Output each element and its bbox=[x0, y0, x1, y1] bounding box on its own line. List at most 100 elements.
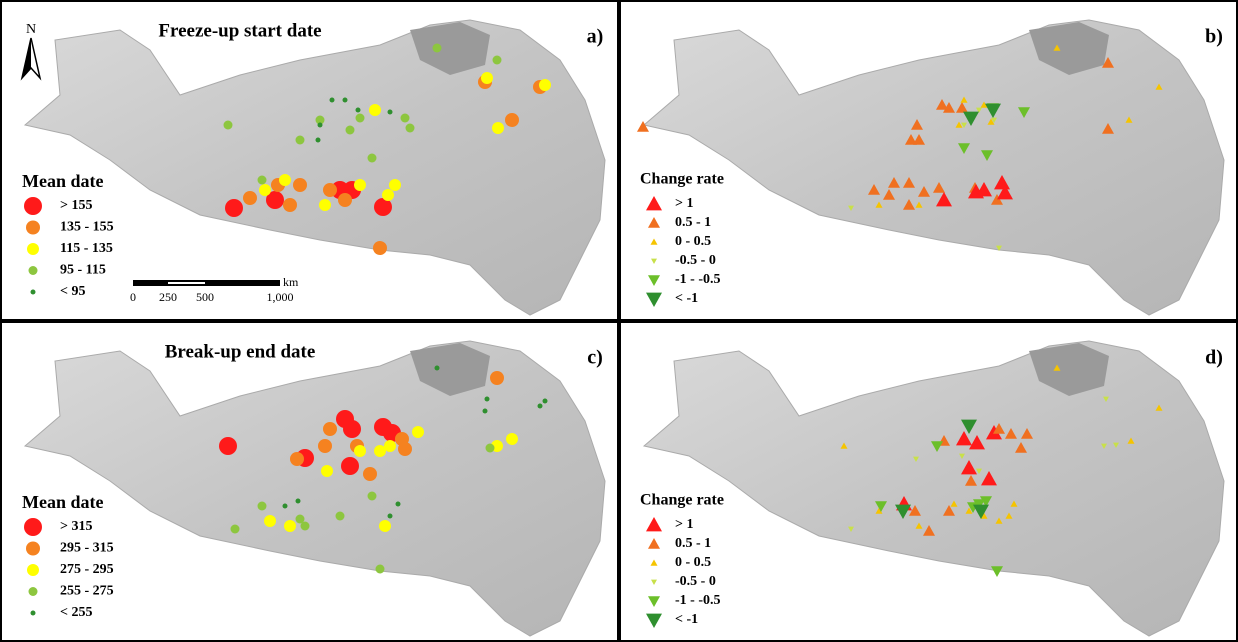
panel-label: b) bbox=[1205, 26, 1223, 48]
lake-marker bbox=[296, 499, 301, 504]
lake-marker bbox=[279, 174, 291, 186]
legend-label: 0.5 - 1 bbox=[675, 215, 711, 230]
lake-marker bbox=[284, 520, 296, 532]
panel-title: Freeze-up start date bbox=[158, 20, 321, 41]
lake-marker bbox=[330, 98, 335, 103]
map-panel: b)Change rate> 10.5 - 10 - 0.5-0.5 - 0-1… bbox=[620, 1, 1237, 320]
lake-marker bbox=[433, 44, 442, 53]
lake-marker bbox=[382, 189, 394, 201]
legend-symbol bbox=[31, 290, 36, 295]
scale-label: 250 bbox=[159, 290, 177, 304]
lake-marker bbox=[356, 114, 365, 123]
scale-label: 500 bbox=[196, 290, 214, 304]
lake-marker bbox=[321, 465, 333, 477]
legend-title: Mean date bbox=[22, 171, 103, 191]
lake-marker bbox=[481, 72, 493, 84]
lake-marker bbox=[388, 514, 393, 519]
lake-marker bbox=[379, 520, 391, 532]
lake-marker bbox=[398, 442, 412, 456]
legend-symbol bbox=[29, 266, 38, 275]
lake-marker bbox=[283, 504, 288, 509]
lake-marker bbox=[363, 467, 377, 481]
legend-label: -0.5 - 0 bbox=[675, 253, 716, 268]
lake-marker bbox=[492, 122, 504, 134]
lake-marker bbox=[225, 199, 243, 217]
legend-label: -0.5 - 0 bbox=[675, 574, 716, 589]
panel-label: d) bbox=[1205, 347, 1223, 369]
legend-symbol bbox=[31, 611, 36, 616]
lake-marker bbox=[354, 445, 366, 457]
lake-marker bbox=[483, 409, 488, 414]
lake-marker bbox=[406, 124, 415, 133]
lake-marker bbox=[231, 525, 240, 534]
lake-marker bbox=[290, 452, 304, 466]
lake-marker bbox=[318, 439, 332, 453]
map-panel: a) Freeze-up start date Mean date > 155 135 … bbox=[1, 1, 618, 320]
scale-label: 0 bbox=[130, 290, 136, 304]
lake-marker bbox=[368, 492, 377, 501]
scale-bar bbox=[133, 280, 280, 286]
lake-marker bbox=[258, 502, 267, 511]
north-label: N bbox=[26, 22, 36, 37]
lake-marker bbox=[316, 138, 321, 143]
lake-marker bbox=[318, 123, 323, 128]
map-panel: d)Change rate> 10.5 - 10 - 0.5-0.5 - 0-1… bbox=[620, 322, 1237, 641]
legend-label: 115 - 135 bbox=[60, 241, 113, 256]
lake-marker bbox=[485, 397, 490, 402]
legend-label: < -1 bbox=[675, 612, 698, 627]
lake-marker bbox=[338, 193, 352, 207]
legend-label: 135 - 155 bbox=[60, 220, 114, 235]
lake-marker bbox=[493, 56, 502, 65]
lake-marker bbox=[296, 136, 305, 145]
legend-symbol bbox=[24, 197, 42, 215]
legend-label: < -1 bbox=[675, 291, 698, 306]
legend-label: 0 - 0.5 bbox=[675, 555, 711, 570]
lake-marker bbox=[343, 98, 348, 103]
lake-marker bbox=[341, 457, 359, 475]
lake-marker bbox=[258, 176, 267, 185]
lake-marker bbox=[369, 104, 381, 116]
legend-label: > 1 bbox=[675, 517, 693, 532]
legend-label: 0.5 - 1 bbox=[675, 536, 711, 551]
lake-marker bbox=[323, 183, 337, 197]
legend-title: Change rate bbox=[640, 492, 724, 509]
lake-marker bbox=[296, 515, 305, 524]
lake-marker bbox=[373, 241, 387, 255]
lake-marker bbox=[283, 198, 297, 212]
lake-marker bbox=[356, 108, 361, 113]
lake-marker bbox=[368, 154, 377, 163]
lake-marker bbox=[219, 437, 237, 455]
lake-marker bbox=[336, 512, 345, 521]
lake-marker bbox=[538, 404, 543, 409]
legend-symbol bbox=[26, 542, 40, 556]
lake-marker bbox=[384, 440, 396, 452]
lake-marker bbox=[401, 114, 410, 123]
lake-marker bbox=[224, 121, 233, 130]
lake-marker bbox=[243, 191, 257, 205]
scale-bar-segment bbox=[168, 282, 205, 284]
lake-marker bbox=[490, 371, 504, 385]
legend-label: 0 - 0.5 bbox=[675, 234, 711, 249]
scale-label: 1,000 bbox=[267, 290, 294, 304]
legend-label: 275 - 295 bbox=[60, 562, 114, 577]
legend-symbol bbox=[29, 587, 38, 596]
lake-marker bbox=[259, 184, 271, 196]
lake-marker bbox=[388, 110, 393, 115]
legend-title: Mean date bbox=[22, 492, 103, 512]
lake-marker bbox=[264, 515, 276, 527]
legend-label: > 155 bbox=[60, 198, 92, 213]
lake-marker bbox=[346, 126, 355, 135]
legend-label: 295 - 315 bbox=[60, 541, 114, 556]
legend-symbol bbox=[24, 518, 42, 536]
legend-label: < 95 bbox=[60, 284, 85, 299]
scale-unit: km bbox=[283, 275, 299, 289]
legend-label: -1 - -0.5 bbox=[675, 272, 721, 287]
panel-label: a) bbox=[587, 26, 604, 48]
lake-marker bbox=[435, 366, 440, 371]
lake-marker bbox=[396, 502, 401, 507]
legend-label: > 1 bbox=[675, 196, 693, 211]
lake-marker bbox=[486, 444, 495, 453]
lake-marker bbox=[505, 113, 519, 127]
legend-label: 95 - 115 bbox=[60, 263, 106, 278]
